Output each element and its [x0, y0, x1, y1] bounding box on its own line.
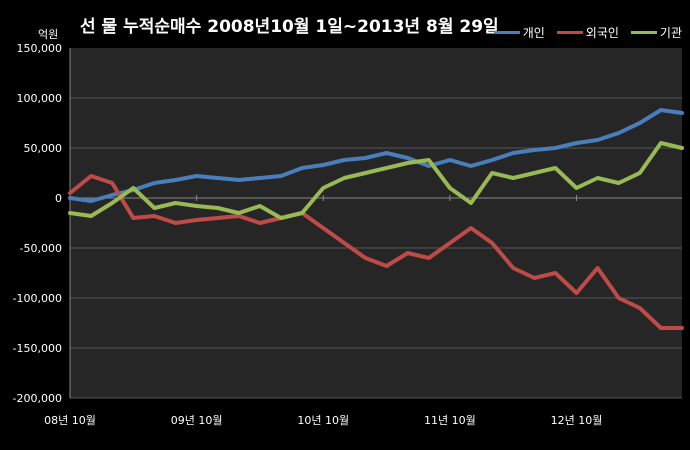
x-tick-label: 09년 10월 [171, 414, 223, 427]
series-line-기관 [68, 141, 684, 220]
legend-label: 외국인 [585, 26, 619, 40]
legend-item: 기관 [630, 24, 682, 41]
legend-label: 개인 [522, 26, 545, 40]
x-tick-label: 10년 10월 [297, 414, 349, 427]
plot-area [70, 48, 682, 398]
y-tick-label: 50,000 [24, 142, 63, 155]
chart-title: 선 물 누적순매수 2008년10월 1일~2013년 8월 29일 [80, 17, 499, 37]
legend-swatch [493, 31, 520, 34]
legend-label: 기관 [659, 26, 682, 40]
x-tick-label: 11년 10월 [424, 414, 476, 427]
series-line-외국인 [68, 174, 684, 330]
y-tick-label: -150,000 [13, 342, 62, 355]
x-tick-label: 08년 10월 [44, 414, 96, 427]
y-axis-unit: 억원 [38, 28, 59, 41]
legend-swatch [556, 31, 583, 34]
y-tick-label: 150,000 [17, 42, 63, 55]
y-tick-label: 100,000 [17, 92, 63, 105]
y-tick-label: -200,000 [13, 392, 62, 405]
legend: 개인 외국인 기관 [493, 24, 682, 41]
legend-item: 외국인 [556, 24, 619, 41]
legend-swatch [630, 31, 657, 34]
x-tick-label: 12년 10월 [551, 414, 603, 427]
legend-item: 개인 [493, 24, 545, 41]
series-line-개인 [68, 108, 684, 203]
y-tick-label: -50,000 [20, 242, 62, 255]
y-tick-label: 0 [55, 192, 62, 205]
y-tick-label: -100,000 [13, 292, 62, 305]
